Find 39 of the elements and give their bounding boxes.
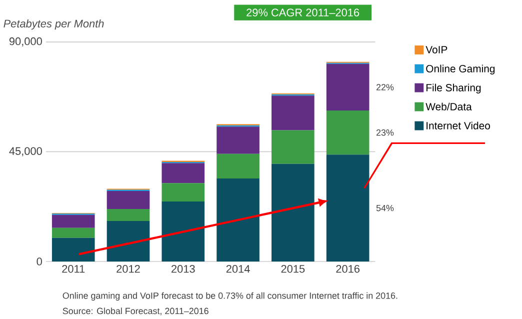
bar: [216, 126, 260, 154]
text: 54%: [376, 204, 394, 212]
bar: [52, 228, 95, 238]
bar: [162, 182, 205, 202]
bar: [106, 220, 150, 262]
legend-label: VoIP: [426, 46, 448, 54]
y-tick-label: 90,000: [9, 37, 42, 46]
y-tick-label: 45,000: [9, 147, 42, 156]
bar: [216, 178, 260, 262]
bar: [326, 110, 370, 154]
x-tick-label: 2016: [336, 264, 360, 273]
bar: [106, 190, 150, 209]
x-tick-label: 2015: [281, 264, 305, 273]
x-tick-label: 2011: [62, 264, 85, 273]
legend-label: Internet Video: [426, 122, 490, 130]
legend-label: Online Gaming: [426, 64, 495, 74]
x-tick-label: 2014: [226, 264, 250, 273]
y-tick-label: 0: [36, 257, 42, 266]
chart-title: 29% CAGR 2011–2016: [246, 8, 360, 16]
text: 22%: [376, 84, 394, 90]
bar: [162, 162, 205, 183]
legend-label: File Sharing: [426, 84, 481, 94]
bar: [326, 64, 370, 110]
bar: [272, 95, 314, 130]
x-tick-label: 2013: [172, 264, 195, 273]
bar: [272, 130, 314, 164]
bar: [326, 154, 370, 262]
text: Online gaming and VoIP forecast to be 0.73% of all consumer Internet traffic in 2016.: [62, 292, 398, 300]
bar: [272, 164, 314, 262]
bar: [106, 208, 150, 221]
bar: [52, 238, 95, 262]
legend-label: Web/Data: [426, 102, 472, 110]
bar: [52, 214, 95, 228]
x-tick-label: 2012: [116, 264, 140, 273]
source-note: Source: Global Forecast, 2011–2016: [62, 307, 208, 316]
bar: [216, 154, 260, 178]
bar: [162, 201, 205, 262]
text: 23%: [376, 129, 394, 136]
y-axis-title: Petabytes per Month: [4, 19, 104, 30]
